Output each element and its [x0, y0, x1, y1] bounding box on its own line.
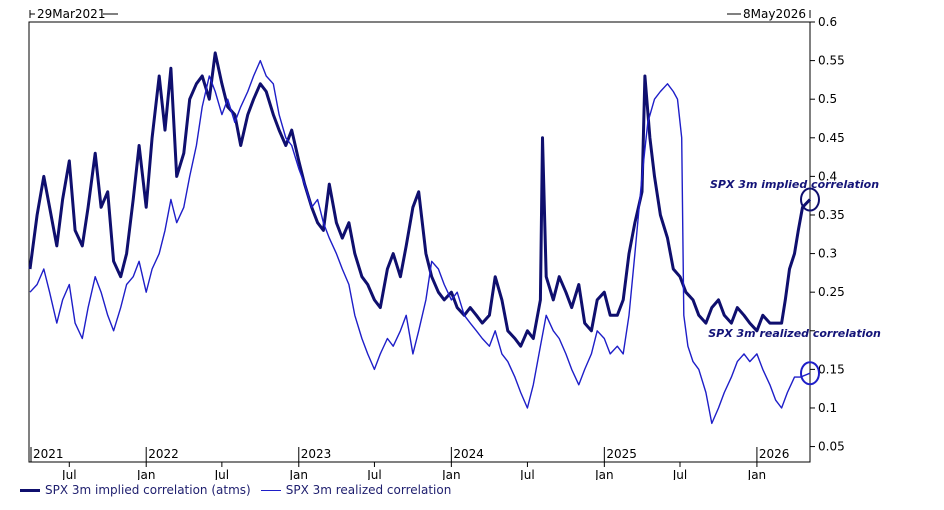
legend-item-implied: SPX 3m implied correlation (atms) [20, 483, 251, 497]
x-tick-label: Jul [214, 468, 229, 480]
y-tick-label: 0.5 [818, 92, 837, 106]
y-tick-label: 0.45 [818, 131, 845, 145]
year-label: 2026 [759, 447, 790, 461]
realized-latest-marker [800, 361, 820, 386]
start-date-marker: 29Mar2021 [29, 7, 118, 21]
x-axis: Jul Jan Jul Jan Jul Jan Jul Jan Jul Jan 2021 2022 20… [30, 447, 790, 480]
x-tick-label: Jul [61, 468, 76, 480]
x-tick-label: Jul [519, 468, 534, 480]
y-tick-label: 0.1 [818, 401, 837, 415]
start-date-label: 29Mar2021 [37, 7, 105, 21]
annotation-layer: SPX 3m implied correlation SPX 3m realize… [708, 178, 881, 340]
correlation-chart: 29Mar2021 8May2026 0.05 0.1 0.15 0.25 0.3 0.3… [28, 7, 881, 480]
end-date-label: 8May2026 [743, 7, 806, 21]
year-label: 2023 [301, 447, 332, 461]
legend-label-realized: SPX 3m realized correlation [285, 483, 452, 497]
y-tick-label: 0.3 [818, 247, 837, 261]
series-layer [28, 51, 820, 425]
x-tick-label: Jan [441, 468, 461, 480]
y-tick-label: 0.55 [818, 54, 845, 68]
plot-area [28, 21, 811, 463]
year-label: 2021 [33, 447, 64, 461]
realized-correlation-line [29, 59, 811, 425]
x-tick-label: Jan [136, 468, 156, 480]
end-date-marker: 8May2026 [727, 7, 811, 21]
year-label: 2022 [148, 447, 179, 461]
legend-swatch-implied [20, 488, 40, 492]
year-label: 2024 [453, 447, 484, 461]
legend-label-implied: SPX 3m implied correlation (atms) [45, 483, 251, 497]
legend-item-realized: SPX 3m realized correlation [260, 483, 452, 497]
realized-annotation: SPX 3m realized correlation [708, 327, 881, 340]
x-tick-label: Jul [672, 468, 687, 480]
x-tick-label: Jan [747, 468, 767, 480]
y-axis: 0.05 0.1 0.15 0.25 0.3 0.35 0.4 0.45 0.5 0.55 0.6 [810, 15, 845, 454]
implied-latest-marker [800, 187, 820, 212]
x-tick-label: Jan [289, 468, 309, 480]
y-tick-label: 0.35 [818, 208, 845, 222]
y-tick-label: 0.6 [818, 15, 837, 29]
y-tick-label: 0.05 [818, 440, 845, 454]
implied-annotation: SPX 3m implied correlation [710, 178, 879, 191]
year-label: 2025 [606, 447, 637, 461]
implied-correlation-line [28, 51, 812, 348]
legend: SPX 3m implied correlation (atms) SPX 3m… [20, 483, 461, 497]
y-tick-label: 0.4 [818, 169, 837, 183]
x-tick-label: Jan [594, 468, 614, 480]
y-tick-label: 0.25 [818, 285, 845, 299]
y-tick-label: 0.15 [818, 362, 845, 376]
legend-swatch-realized [260, 489, 281, 491]
x-tick-label: Jul [366, 468, 381, 480]
